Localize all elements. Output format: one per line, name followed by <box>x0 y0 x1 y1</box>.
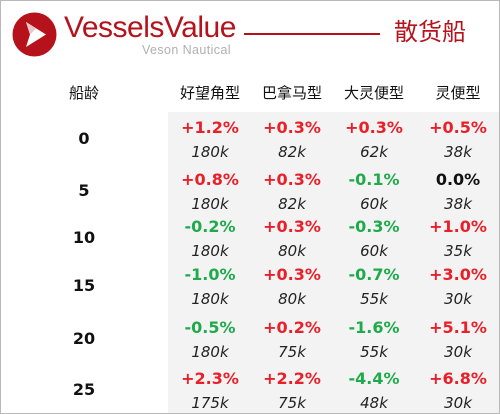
brand-name: VesselsValue <box>64 11 236 44</box>
change-cell: +5.1% <box>429 318 487 337</box>
change-cell: -4.4% <box>348 369 400 388</box>
value-cell: 180k <box>191 143 229 161</box>
column-header-panamax: 巴拿马型 <box>261 84 322 102</box>
change-cell: -0.1% <box>348 170 400 189</box>
change-cell: +0.8% <box>181 170 239 189</box>
value-cell: 55k <box>360 290 388 308</box>
change-cell: 0.0% <box>435 170 481 189</box>
value-cell: 75k <box>278 343 306 361</box>
value-cell: 48k <box>360 394 388 412</box>
column-header-capesize: 好望角型 <box>179 84 240 102</box>
value-cell: 175k <box>191 394 229 412</box>
column-header-handysize: 灵便型 <box>435 84 481 102</box>
value-cell: 60k <box>360 242 388 260</box>
value-cell: 30k <box>444 290 472 308</box>
page-title: 散货船 <box>394 18 466 46</box>
value-cell: 82k <box>278 143 306 161</box>
age-label: 0 <box>78 129 90 148</box>
change-cell: +0.5% <box>429 118 487 137</box>
value-cell: 30k <box>444 394 472 412</box>
change-cell: +2.3% <box>181 369 239 388</box>
value-cell: 35k <box>444 242 472 260</box>
change-cell: -1.0% <box>184 265 236 284</box>
change-cell: -0.5% <box>184 318 236 337</box>
value-cell: 38k <box>444 143 472 161</box>
value-cell: 180k <box>191 290 229 308</box>
change-cell: +3.0% <box>429 265 487 284</box>
table-shade <box>168 112 499 413</box>
value-cell: 180k <box>191 195 229 213</box>
change-cell: -0.2% <box>184 217 236 236</box>
age-label: 10 <box>72 228 96 247</box>
change-cell: +6.8% <box>429 369 487 388</box>
change-cell: +0.3% <box>263 217 321 236</box>
change-cell: +0.3% <box>263 265 321 284</box>
title-rule <box>244 33 380 35</box>
value-cell: 75k <box>278 394 306 412</box>
column-header-age: 船龄 <box>68 84 99 102</box>
change-cell: +1.2% <box>181 118 239 137</box>
change-cell: +0.2% <box>263 318 321 337</box>
value-cell: 38k <box>444 195 472 213</box>
value-cell: 55k <box>360 343 388 361</box>
change-cell: +0.3% <box>263 118 321 137</box>
header: VesselsValue Veson Nautical 散货船 <box>1 1 499 67</box>
change-cell: +1.0% <box>429 217 487 236</box>
value-cell: 60k <box>360 195 388 213</box>
value-cell: 30k <box>444 343 472 361</box>
value-cell: 180k <box>191 343 229 361</box>
value-cell: 62k <box>360 143 388 161</box>
column-header-supramax: 大灵便型 <box>343 84 404 102</box>
age-label: 15 <box>72 276 96 295</box>
age-label: 20 <box>72 329 96 348</box>
change-cell: +0.3% <box>263 170 321 189</box>
brand-subtitle: Veson Nautical <box>142 43 231 57</box>
change-cell: +2.2% <box>263 369 321 388</box>
age-label: 5 <box>78 181 90 200</box>
age-label: 25 <box>72 380 96 399</box>
value-cell: 80k <box>278 242 306 260</box>
change-cell: -1.6% <box>348 318 400 337</box>
value-cell: 80k <box>278 290 306 308</box>
change-cell: +0.3% <box>345 118 403 137</box>
value-cell: 180k <box>191 242 229 260</box>
play-triangle-icon <box>12 12 57 57</box>
value-cell: 82k <box>278 195 306 213</box>
change-cell: -0.3% <box>348 217 400 236</box>
change-cell: -0.7% <box>348 265 400 284</box>
